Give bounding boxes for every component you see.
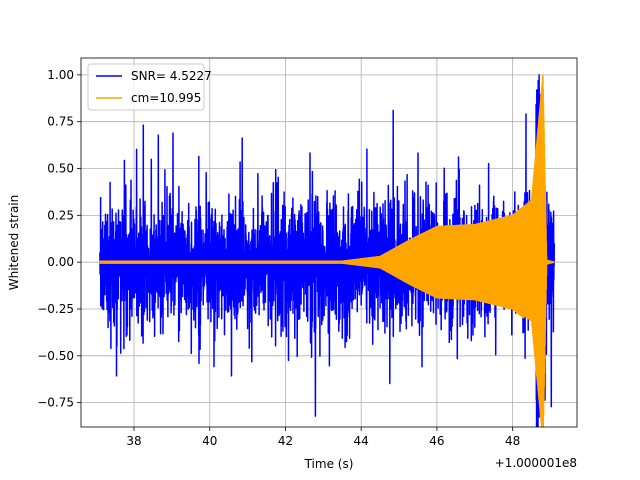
x-axis-offset-label: +1.000001e8 xyxy=(495,456,577,470)
x-tick-label: 44 xyxy=(354,434,369,448)
y-tick-label: 1.00 xyxy=(47,68,74,82)
y-tick-label: −0.50 xyxy=(37,349,74,363)
legend: SNR= 4.5227 cm=10.995 xyxy=(87,63,212,111)
legend-entry-cm: cm=10.995 xyxy=(131,91,201,105)
x-tick-label: 38 xyxy=(126,434,141,448)
series-layer xyxy=(99,74,556,427)
x-axis-label: Time (s) xyxy=(304,457,354,471)
y-tick-label: −0.25 xyxy=(37,302,74,316)
y-axis-label: Whitened strain xyxy=(7,195,21,291)
ticks: 38 40 42 44 46 48 −0.75 −0.50 −0.25 0.00 0.25 0.50 0… xyxy=(37,68,520,448)
x-tick-label: 48 xyxy=(505,434,520,448)
y-tick-label: 0.25 xyxy=(47,208,74,222)
y-tick-label: −0.75 xyxy=(37,396,74,410)
plot-frame xyxy=(80,57,578,428)
x-tick-label: 42 xyxy=(278,434,293,448)
y-tick-label: 0.00 xyxy=(47,255,74,269)
series-line-cm xyxy=(99,74,555,427)
legend-entry-snr: SNR= 4.5227 xyxy=(131,69,212,83)
y-tick-label: 0.50 xyxy=(47,162,74,176)
x-tick-label: 46 xyxy=(429,434,444,448)
y-tick-label: 0.75 xyxy=(47,115,74,129)
x-tick-label: 40 xyxy=(202,434,217,448)
